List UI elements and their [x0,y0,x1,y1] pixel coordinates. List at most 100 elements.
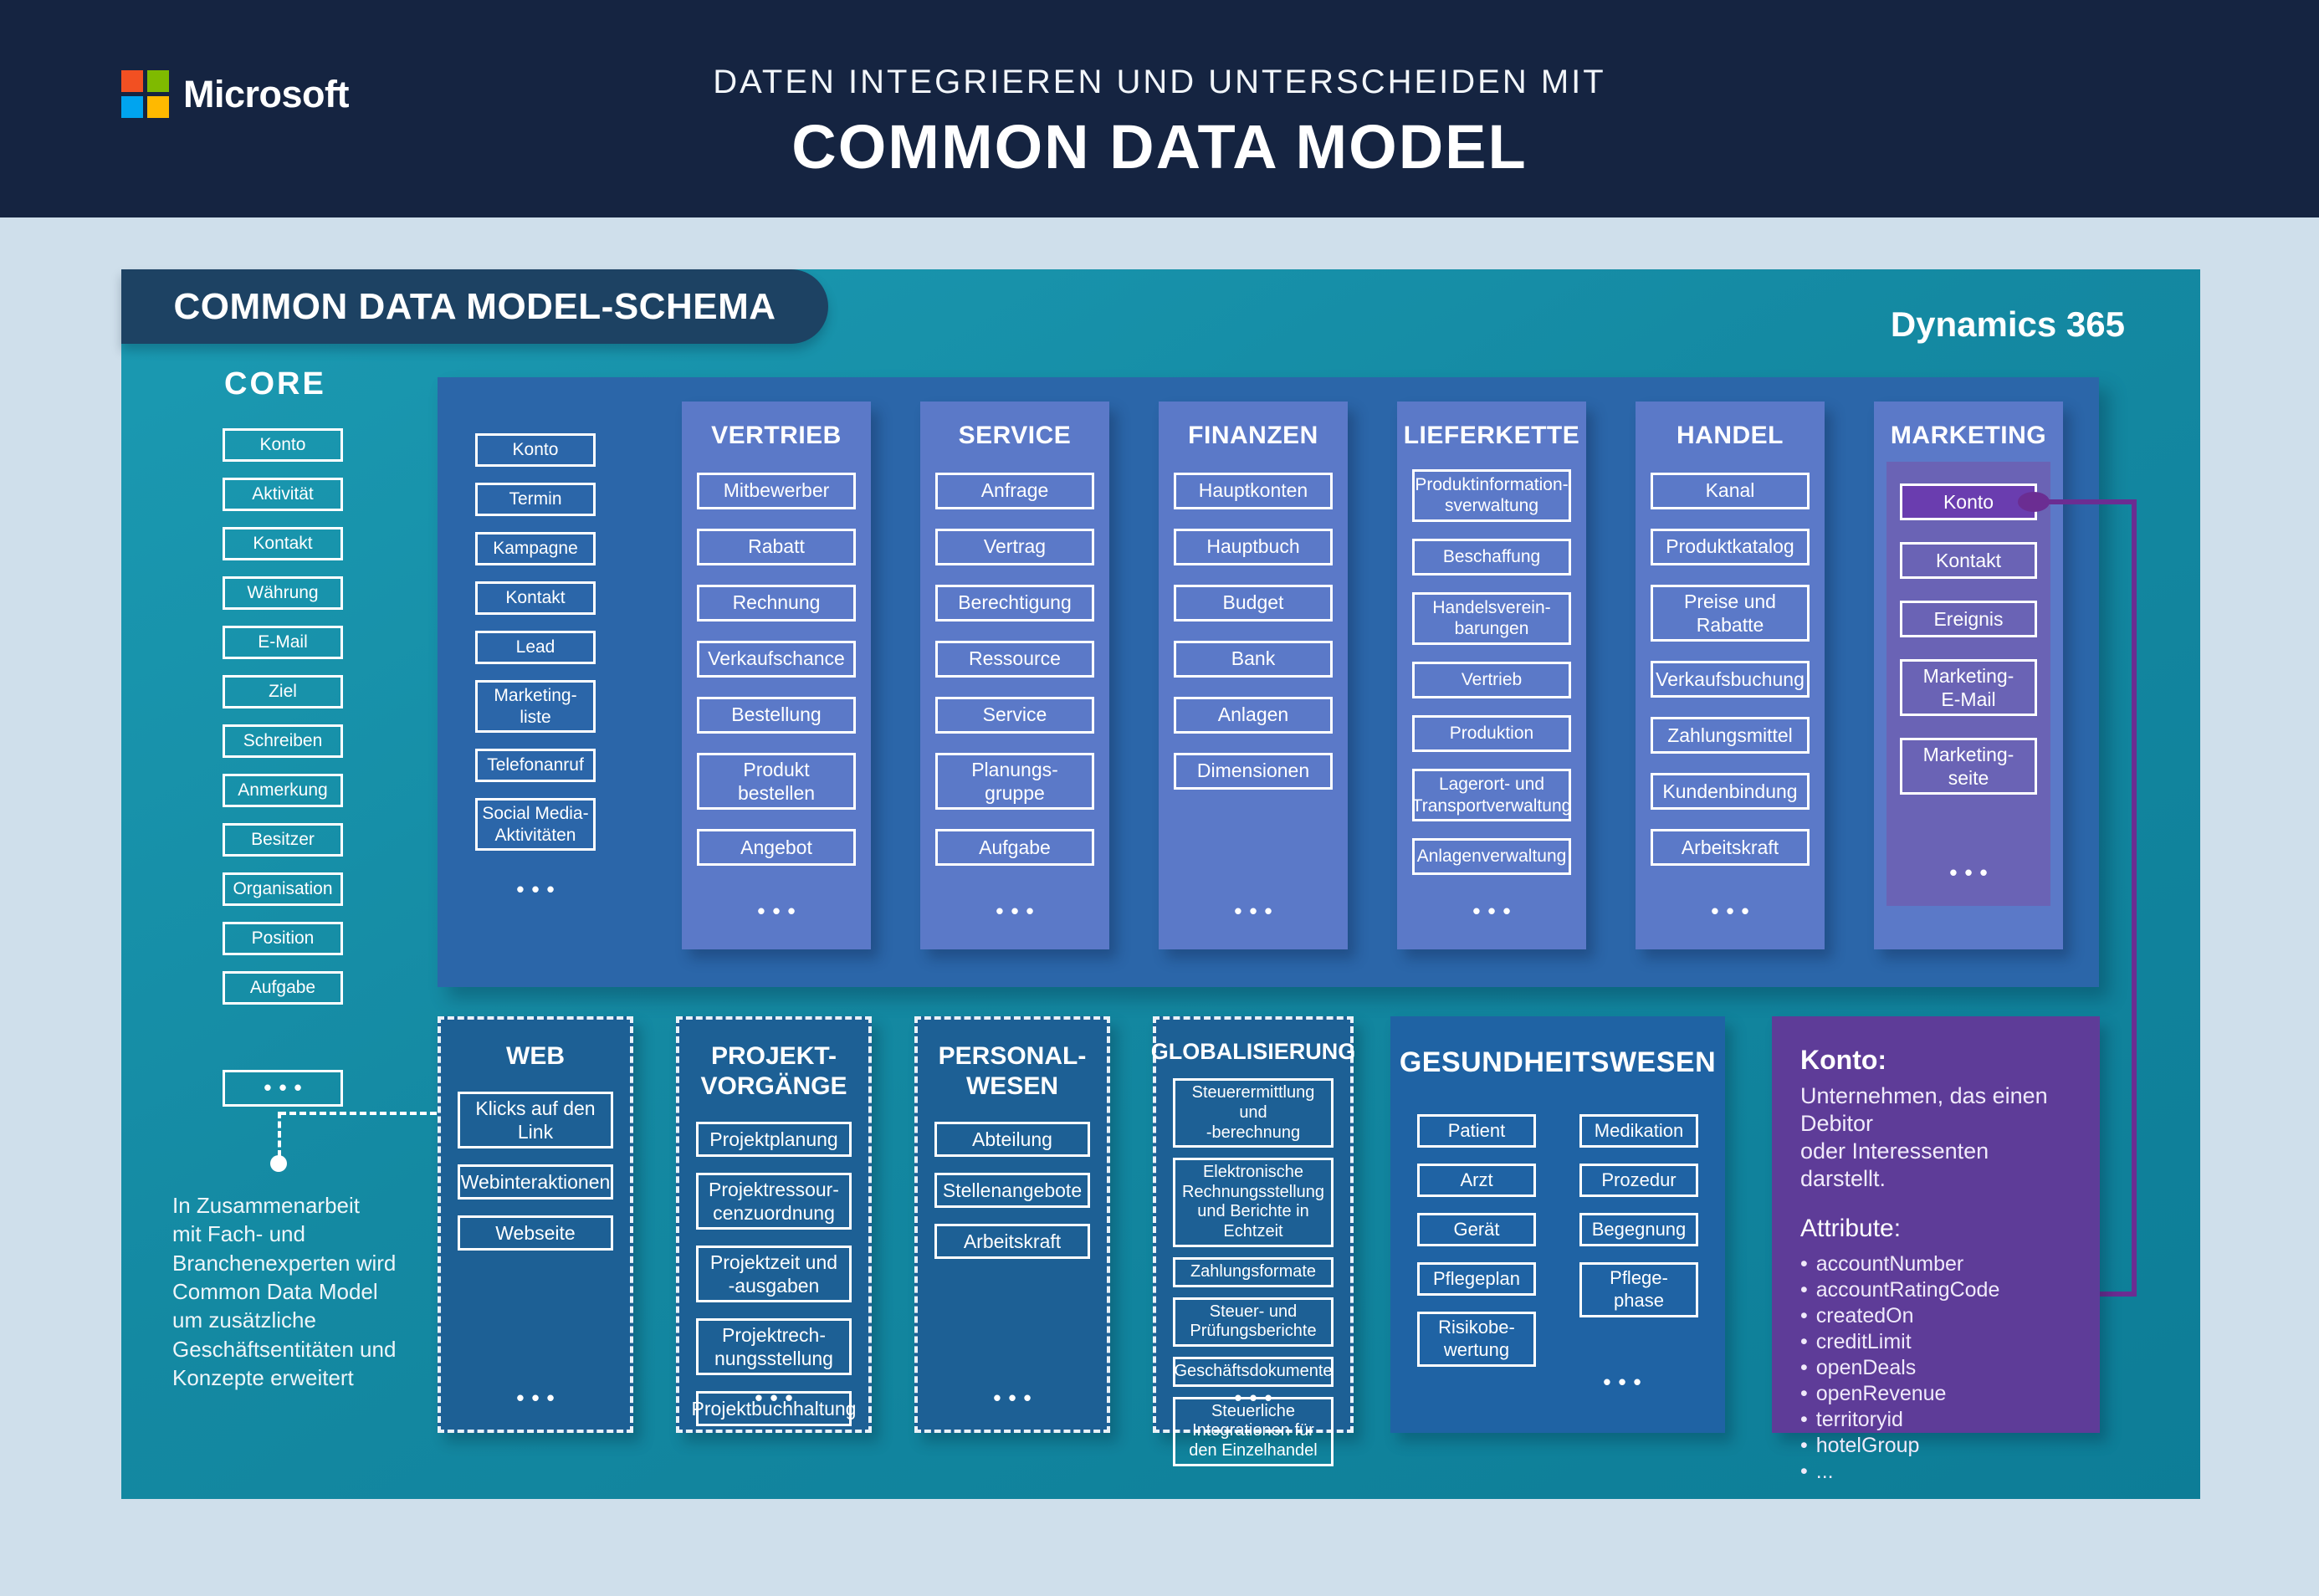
bullet-icon: • [1800,1355,1808,1379]
category-marketing: MARKETING Konto Kontakt Ereignis Marketing-… [1874,402,2063,949]
entity-box: Marketing- seite [1900,738,2037,795]
entity-list: Hauptkonten Hauptbuch Budget Bank Anlagen Dim… [1159,472,1348,790]
bullet-icon: • [1800,1433,1808,1457]
entity-box: Prozedur [1579,1164,1698,1197]
health-columns: Patient Arzt Gerät Pflegeplan Risikobe- wert… [1390,1114,1725,1367]
ms-square-yellow [147,96,169,118]
entity-box: Stellenangebote [934,1173,1090,1208]
ellipsis: ••• [516,877,562,902]
extension-projektvorgaenge: PROJEKT- VORGÄNGE Projektplanung Projektr… [676,1016,872,1433]
entity-list: Produktinformation- sverwaltung Beschaffu… [1397,468,1586,876]
entity-box: Kontakt [1900,542,2037,579]
entity-box: Produktion [1412,714,1571,752]
entity-box: Kanal [1651,472,1810,509]
entity-box: Aufgabe [935,828,1094,866]
category-title: LIEFERKETTE [1403,422,1580,449]
header-bar: Microsoft DATEN INTEGRIEREN UND UNTERSCH… [0,0,2319,217]
attribute-item: • openRevenue [1800,1381,1947,1405]
entity-box: Beschaffung [1412,538,1571,575]
detail-title: Konto: [1800,1045,1887,1075]
entity-box: Kampagne [475,532,596,565]
entity-box: Handelsverein- barungen [1412,591,1571,645]
core-section-title: CORE [224,366,326,402]
entity-box: Konto [223,428,343,462]
entity-list: Projektplanung Projektressour- cenzuordnu… [679,1122,868,1427]
dashed-connector [279,1112,437,1115]
entity-box: Projektressour- cenzuordnung [696,1173,852,1230]
entity-box: Lagerort- und Transportverwaltung [1412,768,1571,822]
bullet-icon: • [1800,1277,1808,1302]
bullet-icon: • [1800,1407,1808,1431]
core-entity-list: Konto Aktivität Kontakt Währung E-Mail Ziel Sc… [223,428,343,1005]
entity-box: Preise und Rabatte [1651,584,1810,642]
category-vertrieb: VERTRIEB Mitbewerber Rabatt Rechnung Verkau… [682,402,871,949]
entity-box: Ziel [223,675,343,708]
extension-globalisierung: GLOBALISIERUNG Steuerermittlung und -ber… [1150,1016,1356,1466]
extension-personalwesen: PERSONAL- WESEN Abteilung Stellenangebote… [914,1016,1110,1433]
entity-box: Produktkatalog [1651,528,1810,565]
entity-box: Termin [475,483,596,516]
bullet-icon: • [1800,1329,1808,1353]
entity-box: Pflegeplan [1417,1262,1536,1296]
entity-list: Steuerermittlung und -berechnung Elektron… [1156,1078,1350,1466]
page-title: COMMON DATA MODEL [791,112,1528,182]
connector-line [2100,1292,2137,1297]
entity-box: Zahlungsformate [1173,1256,1334,1287]
header-titles: DATEN INTEGRIEREN UND UNTERSCHEIDEN MIT … [0,0,2319,182]
category-title: VERTRIEB [711,422,842,449]
detail-description: Unternehmen, das einen Debitor oder Inte… [1800,1083,2048,1191]
attribute-item: • accountRatingCode [1800,1277,2000,1302]
entity-box: Planungs- gruppe [935,752,1094,810]
entity-list: Medikation Prozedur Begegnung Pflege- phase [1579,1114,1698,1367]
entity-box: Bank [1174,640,1333,678]
ellipsis: ••• [757,898,803,923]
entity-box: Dimensionen [1174,752,1333,790]
entity-box: Projektrech- nungsstellung [696,1318,852,1376]
bullet-icon: • [1800,1459,1808,1483]
attribute-item: • creditLimit [1800,1329,1912,1353]
dynamics-365-label: Dynamics 365 [1890,304,2125,344]
entity-box: Hauptbuch [1174,528,1333,565]
entity-box: E-Mail [223,626,343,659]
category-finanzen: FINANZEN Hauptkonten Hauptbuch Budget Bank A… [1159,402,1348,949]
microsoft-logo: Microsoft [121,70,350,118]
entity-box: Position [223,922,343,955]
ellipsis: ••• [1949,860,1995,885]
attribute-item: • openDeals [1800,1355,1917,1379]
attribute-item: • accountNumber [1800,1251,1964,1276]
entity-box: Telefonanruf [475,749,596,783]
entity-box: Währung [223,576,343,610]
connector-line [2132,499,2137,1297]
extension-title: WEB [506,1042,565,1070]
extension-web: WEB Klicks auf den Link Webinteraktionen W… [438,1016,633,1433]
entity-box: Bestellung [697,696,856,734]
extension-title: GLOBALISIERUNG [1150,1039,1356,1064]
entity-box: Kundenbindung [1651,772,1810,810]
entity-box: Arbeitskraft [934,1224,1090,1259]
entity-list: Konto Kontakt Ereignis Marketing- E-Mail Mar… [1886,483,2050,795]
attribute-item: •... [1800,1459,1834,1483]
entity-box: Konto [475,433,596,467]
entity-box: Rabatt [697,528,856,565]
entity-box: Abteilung [934,1122,1090,1157]
schema-badge-label: COMMON DATA MODEL-SCHEMA [173,285,776,327]
attributes-label: Attribute: [1800,1214,1902,1242]
entity-box: Organisation [223,872,343,906]
ellipsis: ••• [1711,898,1757,923]
entity-box: Vertrieb [1412,661,1571,698]
entity-box: Medikation [1579,1114,1698,1148]
entity-list: Anfrage Vertrag Berechtigung Ressource Servi… [920,472,1109,866]
category-lieferkette: LIEFERKETTE Produktinformation- sverwalt… [1397,402,1586,949]
ellipsis: ••• [1603,1369,1649,1394]
bullet-icon: • [1800,1251,1808,1276]
category-title: SERVICE [958,422,1072,449]
entity-list: Mitbewerber Rabatt Rechnung Verkaufschance B… [682,472,871,866]
entity-box: Klicks auf den Link [458,1092,613,1149]
entity-box: Projektzeit und -ausgaben [696,1246,852,1303]
entity-box: Kontakt [475,581,596,615]
entity-box: Arbeitskraft [1651,828,1810,866]
attribute-list: • accountNumber • accountRatingCode • creat… [1800,1251,2071,1485]
entity-box: Anlagen [1174,696,1333,734]
entity-box: Projektplanung [696,1122,852,1157]
